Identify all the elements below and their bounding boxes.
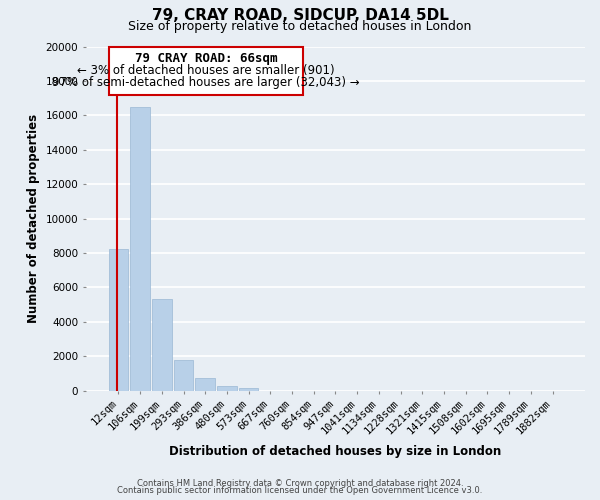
Text: Size of property relative to detached houses in London: Size of property relative to detached ho… [128,20,472,33]
Bar [196,378,215,390]
Bar [130,106,150,391]
Bar [174,360,193,390]
Text: ← 3% of detached houses are smaller (901): ← 3% of detached houses are smaller (901… [77,64,335,76]
Text: 79 CRAY ROAD: 66sqm: 79 CRAY ROAD: 66sqm [135,52,277,64]
Text: Contains HM Land Registry data © Crown copyright and database right 2024.: Contains HM Land Registry data © Crown c… [137,478,463,488]
Bar [152,300,172,390]
Bar [217,386,237,390]
Y-axis label: Number of detached properties: Number of detached properties [27,114,40,323]
Bar [239,388,259,390]
Text: 97% of semi-detached houses are larger (32,043) →: 97% of semi-detached houses are larger (… [52,76,360,88]
Text: 79, CRAY ROAD, SIDCUP, DA14 5DL: 79, CRAY ROAD, SIDCUP, DA14 5DL [152,8,448,22]
FancyBboxPatch shape [109,46,303,94]
Bar [109,250,128,390]
X-axis label: Distribution of detached houses by size in London: Distribution of detached houses by size … [169,444,502,458]
Text: Contains public sector information licensed under the Open Government Licence v3: Contains public sector information licen… [118,486,482,495]
